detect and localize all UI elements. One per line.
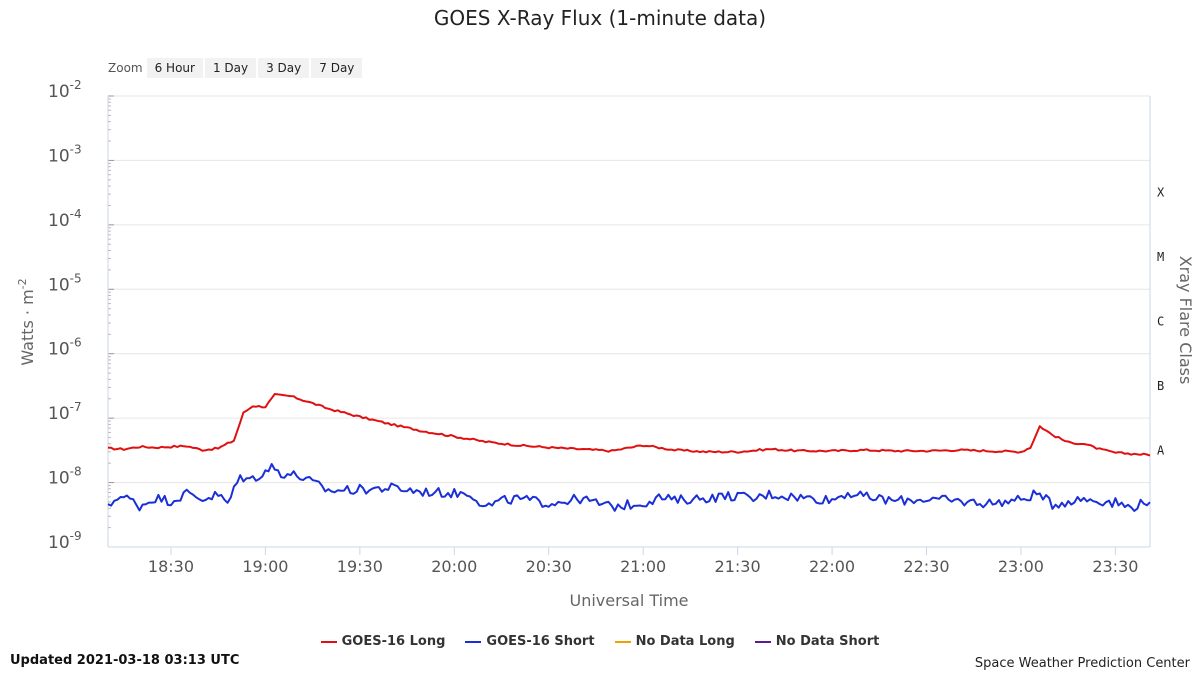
x-tick-label: 22:00 [809,557,855,576]
x-tick-label: 21:00 [620,557,666,576]
legend-item-goes16-short[interactable]: GOES-16 Short [465,634,595,649]
y-tick-label: 10-8 [48,465,82,489]
series-lines[interactable] [107,393,1151,512]
legend-swatch-no-data-short [754,640,771,643]
x-tick-label: 21:30 [715,557,761,576]
series-goes16-long[interactable] [107,393,1151,457]
zoom-6-hour-button[interactable]: 6 Hour [146,58,203,78]
updated-timestamp: Updated 2021-03-18 03:13 UTC [10,653,240,668]
legend-item-no-data-short[interactable]: No Data Short [754,634,880,649]
x-axis-title: Universal Time [569,591,688,610]
grid [108,95,1150,548]
x-tick-label: 19:00 [242,557,288,576]
legend: GOES-16 Long GOES-16 Short No Data Long … [0,634,1200,649]
legend-swatch-goes16-long [320,640,337,643]
zoom-label: Zoom [108,61,143,75]
flare-class-label: X [1157,186,1165,200]
zoom-1-day-button[interactable]: 1 Day [204,58,257,78]
y-tick-label: 10-3 [48,142,82,166]
y-tick-label: 10-6 [48,336,82,360]
y-tick-label: 10-7 [48,400,82,424]
legend-label-goes16-long: GOES-16 Long [341,634,446,649]
legend-item-no-data-long[interactable]: No Data Long [614,634,735,649]
x-tick-label: 22:30 [903,557,949,576]
y-axis-title: Watts · m-2 [16,278,37,365]
y-tick-label: 10-9 [48,529,82,553]
y-tick-label: 10-4 [48,207,82,231]
x-tick-label: 18:30 [148,557,194,576]
x-tick-label: 20:30 [526,557,572,576]
legend-label-goes16-short: GOES-16 Short [486,634,595,649]
flare-class-label: B [1157,379,1164,393]
legend-label-no-data-long: No Data Long [635,634,735,649]
y-tick-label: 10-5 [48,271,82,295]
zoom-bar: Zoom 6 Hour 1 Day 3 Day 7 Day [108,58,364,78]
legend-label-no-data-short: No Data Short [775,634,880,649]
x-tick-label: 23:30 [1092,557,1138,576]
axes [107,95,1151,555]
zoom-7-day-button[interactable]: 7 Day [311,58,363,78]
legend-swatch-no-data-long [614,640,631,643]
legend-swatch-goes16-short [465,640,482,643]
xray-flux-plot[interactable]: 10-2 10-3 10-4 10-5 10-6 10-7 10-8 10-9 18:30 19:… [0,0,1200,620]
x-tick-label: 20:00 [431,557,477,576]
chart-title: GOES X-Ray Flux (1-minute data) [433,6,767,30]
zoom-3-day-button[interactable]: 3 Day [258,58,310,78]
series-goes16-short[interactable] [107,463,1151,512]
y-tick-label: 10-2 [48,78,82,102]
axis-labels: 10-2 10-3 10-4 10-5 10-6 10-7 10-8 10-9 18:30 19:… [16,78,1195,610]
x-tick-label: 19:30 [337,557,383,576]
credit-text: Space Weather Prediction Center [974,656,1190,671]
flare-class-label: C [1157,315,1164,329]
flare-class-label: M [1157,250,1164,264]
flare-class-label: A [1157,443,1165,457]
legend-item-goes16-long[interactable]: GOES-16 Long [320,634,446,649]
x-tick-label: 23:00 [998,557,1044,576]
y2-axis-title: Xray Flare Class [1176,256,1195,385]
